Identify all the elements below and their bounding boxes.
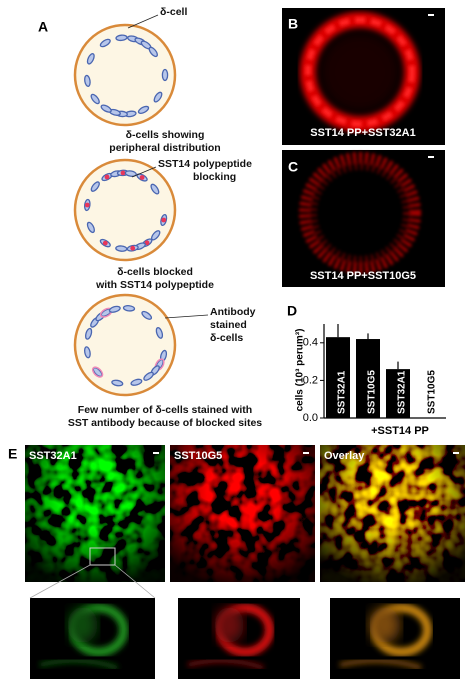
x-tick-label: SST32A1 bbox=[337, 370, 348, 414]
caption: δ-cells showing bbox=[126, 129, 205, 141]
delta-cell bbox=[148, 46, 158, 58]
panel-label: A bbox=[38, 19, 48, 35]
islet-ring bbox=[309, 162, 411, 264]
delta-cell bbox=[84, 74, 91, 87]
x-tick-label: SST32A1 bbox=[397, 370, 408, 414]
panel-label: B bbox=[288, 16, 298, 32]
vignette bbox=[320, 445, 465, 582]
panel-label: D bbox=[287, 303, 297, 319]
delta-cell bbox=[155, 326, 164, 339]
islet-ring bbox=[299, 152, 421, 274]
y-tick-label: 0.2 bbox=[303, 374, 318, 386]
callout-text: SST14 polypeptide bbox=[158, 158, 252, 170]
bar-chart: 0.0 0.2 0.4 SST32A1 SST10G5 SST32A1 SST10G5 bbox=[303, 324, 446, 424]
delta-cell bbox=[137, 105, 150, 115]
caption: δ-cells blocked bbox=[117, 266, 193, 278]
blocking-peptide bbox=[139, 175, 145, 180]
islet-ring bbox=[305, 17, 415, 127]
image-caption: SST14 PP+SST10G5 bbox=[310, 270, 416, 282]
delta-cell bbox=[124, 170, 137, 177]
delta-cell bbox=[84, 327, 93, 340]
image-label: Overlay bbox=[324, 450, 365, 462]
zoom-line bbox=[29, 564, 91, 599]
delta-cell bbox=[130, 378, 143, 386]
delta-cell bbox=[141, 310, 153, 320]
blocking-peptide bbox=[102, 240, 108, 246]
callout-text: Antibody bbox=[210, 306, 256, 318]
delta-cell bbox=[83, 346, 91, 359]
vignette bbox=[25, 445, 165, 582]
callout-line bbox=[164, 314, 209, 319]
zoom-box bbox=[89, 547, 116, 566]
micrograph bbox=[282, 150, 445, 287]
callout-line bbox=[127, 14, 159, 29]
islet bbox=[73, 158, 177, 262]
scale-bar bbox=[428, 156, 434, 158]
delta-cell bbox=[90, 93, 100, 105]
caption: Few number of δ-cells stained with bbox=[78, 404, 252, 416]
scale-bar bbox=[303, 452, 309, 454]
callout-text: blocking bbox=[193, 171, 236, 183]
callout-text: δ-cell bbox=[160, 6, 187, 18]
delta-cell bbox=[122, 305, 136, 312]
bar bbox=[356, 339, 380, 418]
blocking-peptide bbox=[104, 174, 110, 180]
scale-bar bbox=[428, 14, 434, 16]
delta-cell bbox=[161, 68, 169, 82]
zoom-cell bbox=[67, 607, 98, 643]
group-label: +SST14 PP bbox=[371, 425, 429, 437]
blocking-peptide bbox=[161, 217, 167, 223]
vignette bbox=[170, 445, 315, 582]
zoom-process bbox=[39, 658, 119, 671]
callout-text: stained bbox=[210, 319, 247, 331]
scale-bar bbox=[453, 452, 459, 454]
scale-bar bbox=[153, 452, 159, 454]
zoom-cell bbox=[214, 607, 244, 643]
callout-text: δ-cells bbox=[210, 332, 243, 344]
image-label: SST32A1 bbox=[29, 450, 77, 462]
stained-cell bbox=[91, 366, 104, 378]
caption: peripheral distribution bbox=[109, 142, 220, 154]
zoom-line bbox=[114, 564, 156, 599]
x-tick-label: SST10G5 bbox=[427, 370, 438, 414]
y-tick-label: 0.4 bbox=[303, 337, 318, 349]
delta-cell bbox=[86, 53, 95, 65]
delta-cell bbox=[115, 34, 128, 42]
islet-core bbox=[320, 32, 400, 112]
x-tick-label: SST10G5 bbox=[367, 370, 378, 414]
image-caption: SST14 PP+SST32A1 bbox=[310, 127, 415, 139]
delta-cell bbox=[150, 183, 160, 195]
delta-cell bbox=[99, 38, 111, 48]
delta-cell bbox=[143, 371, 154, 381]
delta-cell bbox=[111, 379, 124, 387]
blocking-peptide bbox=[120, 170, 126, 176]
image-label: SST10G5 bbox=[174, 450, 222, 462]
zoom-process bbox=[339, 658, 422, 671]
caption: SST antibody because of blocked sites bbox=[68, 417, 262, 429]
delta-cell bbox=[86, 221, 95, 234]
callout-line bbox=[131, 166, 157, 178]
y-axis-label: cells (10³ perum³) bbox=[295, 329, 306, 412]
zoom-process bbox=[187, 658, 265, 671]
delta-cell bbox=[115, 245, 128, 252]
caption: with SST14 polypeptide bbox=[95, 279, 214, 291]
panel-label: E bbox=[8, 446, 17, 462]
y-tick-label: 0.0 bbox=[303, 412, 318, 424]
bar bbox=[326, 337, 350, 418]
zoom-cell bbox=[369, 607, 401, 643]
bar bbox=[386, 369, 410, 418]
panel-label: C bbox=[288, 159, 298, 175]
blocking-peptide bbox=[84, 202, 90, 208]
blocking-peptide bbox=[130, 245, 136, 251]
delta-cell bbox=[100, 104, 112, 113]
delta-cell bbox=[108, 305, 121, 313]
delta-cell bbox=[90, 181, 100, 192]
micrograph-row: SST32A1 SST10G5 Overlay bbox=[25, 445, 465, 679]
delta-cell bbox=[153, 91, 163, 103]
